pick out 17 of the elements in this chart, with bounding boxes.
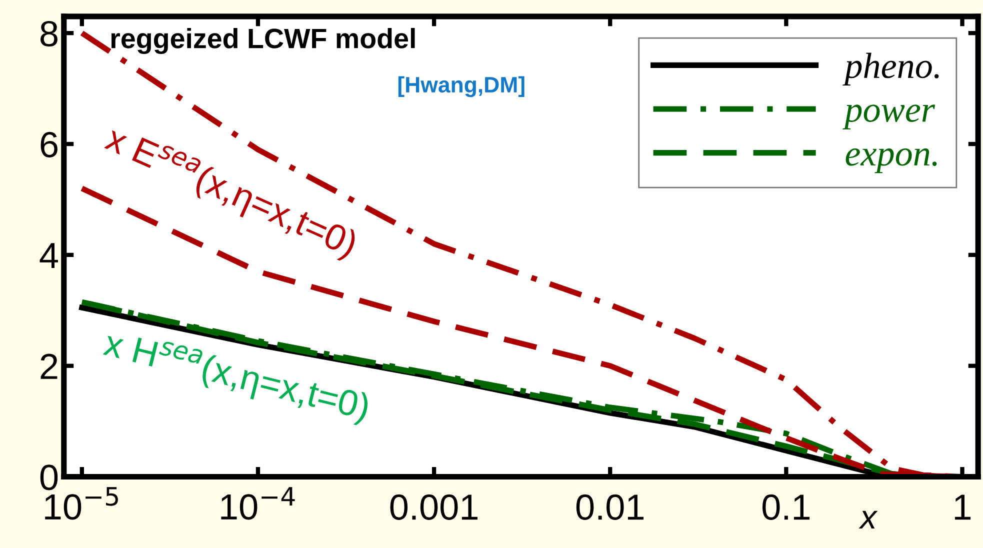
x-tick-label: 0.01 [576, 494, 644, 520]
legend-label: expon. [846, 148, 937, 174]
annotation: x E$^{sea}$(x,η=x,t=0) [100, 122, 360, 264]
x-axis-title: x [858, 510, 878, 529]
x-tick-label: 0.1 [762, 494, 810, 520]
y-tick-label: 8 [40, 20, 58, 47]
legend-label: pheno. [842, 52, 939, 86]
x-tick-label: 10$^{−4}$ [221, 487, 295, 520]
text: [Hwang,DM] [398, 76, 524, 98]
legend-label: power [842, 104, 936, 130]
annotation: x H$^{sea}$(x,η=x,t=0) [100, 327, 372, 427]
x-tick-label: 1 [954, 494, 971, 520]
chart-title: reggeized LCWF model [111, 28, 415, 54]
x-tick-label: 0.001 [390, 494, 478, 520]
y-tick-label: 4 [40, 243, 58, 268]
y-tick-label: 2 [40, 354, 58, 379]
y-tick-label: 6 [40, 132, 58, 158]
